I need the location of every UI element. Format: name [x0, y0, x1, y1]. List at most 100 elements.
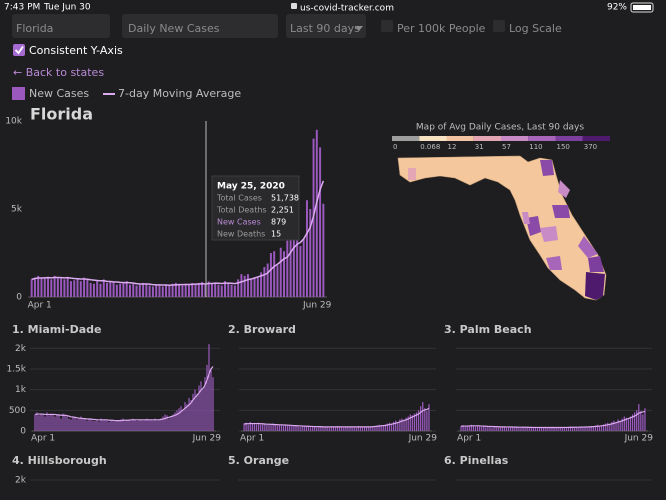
per-capita-checkbox[interactable] [381, 20, 393, 32]
bar [274, 424, 276, 431]
bar [170, 416, 172, 431]
bar [466, 425, 468, 431]
bar [289, 425, 291, 431]
state-select[interactable] [12, 14, 110, 38]
x-tick-label: Apr 1 [240, 434, 264, 444]
bar [62, 413, 64, 431]
bar [279, 247, 282, 297]
legend-label: 57 [502, 143, 511, 151]
bar [136, 421, 138, 431]
bar [249, 421, 251, 431]
bar [378, 424, 380, 431]
bar [191, 282, 194, 297]
bar [190, 399, 192, 431]
bar [76, 419, 78, 431]
bar [309, 209, 312, 297]
metric-select[interactable] [122, 14, 278, 38]
bar [82, 419, 84, 431]
bar [168, 285, 171, 297]
bar [314, 426, 316, 431]
bar [487, 426, 489, 431]
bar [322, 427, 324, 431]
bar [530, 427, 532, 431]
bar [70, 419, 72, 431]
tooltip-label: New Deaths [217, 230, 265, 239]
legend-label: 110 [529, 143, 542, 151]
bar [251, 423, 253, 431]
bar [269, 253, 272, 297]
bar [69, 281, 72, 297]
bar [54, 416, 56, 431]
bar [158, 419, 160, 431]
bar [489, 426, 491, 431]
tooltip [211, 175, 300, 241]
bar [196, 393, 198, 431]
bar [407, 416, 409, 431]
bar [315, 129, 318, 297]
bar [474, 426, 477, 431]
url[interactable]: us-covid-tracker.com [300, 4, 394, 14]
bar [276, 425, 278, 431]
bar [642, 414, 644, 431]
bar [522, 427, 524, 431]
bar [374, 426, 376, 431]
bar [140, 419, 142, 431]
bar [280, 425, 283, 431]
bar [382, 426, 384, 431]
bar [305, 426, 307, 431]
bar [282, 426, 285, 431]
bar [96, 281, 99, 297]
bar [266, 424, 268, 431]
battery-icon [630, 2, 654, 13]
legend-label: 150 [557, 143, 570, 151]
range-select[interactable] [286, 14, 366, 38]
bar [119, 283, 122, 297]
bar [397, 422, 399, 431]
bar [555, 427, 557, 431]
bar [625, 417, 627, 431]
bar [479, 426, 481, 431]
bar [644, 408, 646, 431]
bar [114, 421, 116, 431]
bar [204, 284, 207, 297]
back-link[interactable]: ← Back to states [13, 66, 104, 79]
bar [296, 235, 299, 297]
bar [495, 427, 497, 431]
legend-swatch [392, 136, 420, 141]
consistent-y-checkbox[interactable] [13, 44, 25, 56]
bar [243, 423, 245, 431]
bar [401, 418, 403, 431]
moving-average-line [34, 366, 214, 422]
bar [351, 426, 353, 431]
log-scale-checkbox[interactable] [493, 20, 505, 32]
bar [74, 417, 76, 431]
bar [413, 413, 416, 431]
legend-label: 0 [393, 143, 397, 151]
bar [538, 428, 541, 431]
bar [172, 414, 174, 431]
bar [178, 284, 181, 297]
bar [514, 427, 516, 431]
bar [112, 421, 114, 431]
bar [578, 427, 580, 431]
bar [144, 419, 146, 431]
bar [88, 418, 90, 431]
bar [611, 421, 613, 431]
bar [214, 282, 217, 297]
bar [510, 427, 512, 431]
x-tick-label: Apr 1 [457, 434, 481, 444]
bar [171, 283, 174, 297]
bar [132, 418, 134, 431]
bar [580, 426, 582, 431]
bar [30, 279, 33, 297]
bar [50, 279, 53, 297]
bar [491, 427, 493, 431]
legend-swatch [419, 136, 447, 141]
bar [165, 284, 168, 297]
bar [272, 423, 274, 431]
bar [594, 425, 596, 431]
x-tick-label: Jun 29 [192, 434, 222, 444]
bar [233, 285, 236, 297]
bar [565, 427, 568, 431]
bar [640, 411, 642, 431]
